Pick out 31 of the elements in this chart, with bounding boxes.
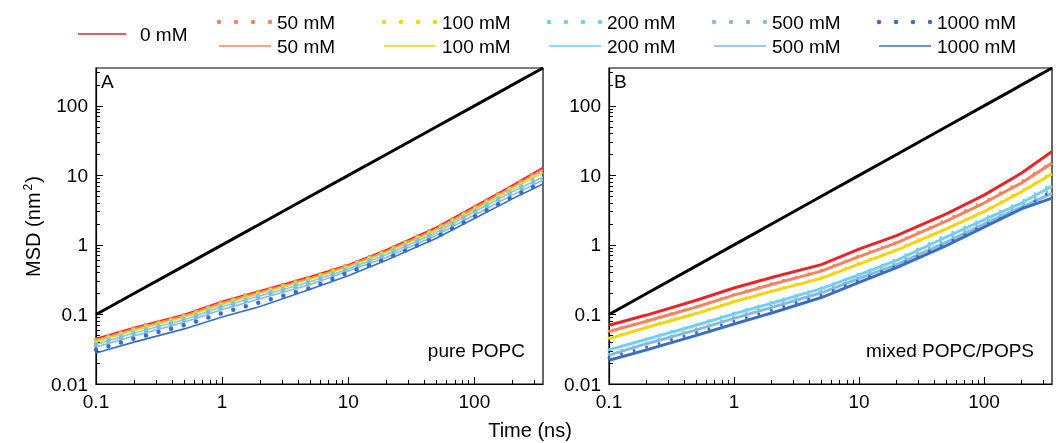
legend-label: 500 mM [772,11,841,33]
x-tick-label: 100 [458,391,491,412]
annotation: B [614,71,627,92]
y-tick-label: 10 [66,164,88,186]
y-tick-label: 1 [77,234,88,256]
x-axis-title: Time (ns) [488,419,572,441]
legend-label: 1000 mM [937,35,1017,57]
legend-label: 200 mM [607,35,676,57]
y-axis-title: MSD (nm2) [21,176,44,277]
x-tick-label: 10 [337,391,359,412]
annotation: A [101,71,114,92]
legend-label: 100 mM [442,11,511,33]
y-tick-label: 100 [56,95,88,117]
x-tick-label: 100 [968,391,1000,412]
x-tick-label: 1 [216,391,228,412]
legend-label: 1000 mM [937,11,1017,33]
y-tick-label: 1 [590,234,601,256]
y-tick-label: 10 [579,164,601,186]
y-tick-label: 0.1 [574,303,601,325]
y-tick-label: 100 [569,95,601,117]
legend-label: 50 mM [277,11,336,33]
x-tick-label: 1 [728,391,740,412]
annotation: pure POPC [427,340,525,361]
x-tick-label: 10 [848,391,870,412]
annotation: mixed POPC/POPS [866,340,1035,361]
legend-label: 200 mM [607,11,676,33]
legend-label: 500 mM [772,35,841,57]
legend-label: 0 mM [140,23,188,45]
y-tick-label: 0.1 [61,303,88,325]
legend-label: 50 mM [277,35,336,57]
legend-label: 100 mM [442,35,511,57]
